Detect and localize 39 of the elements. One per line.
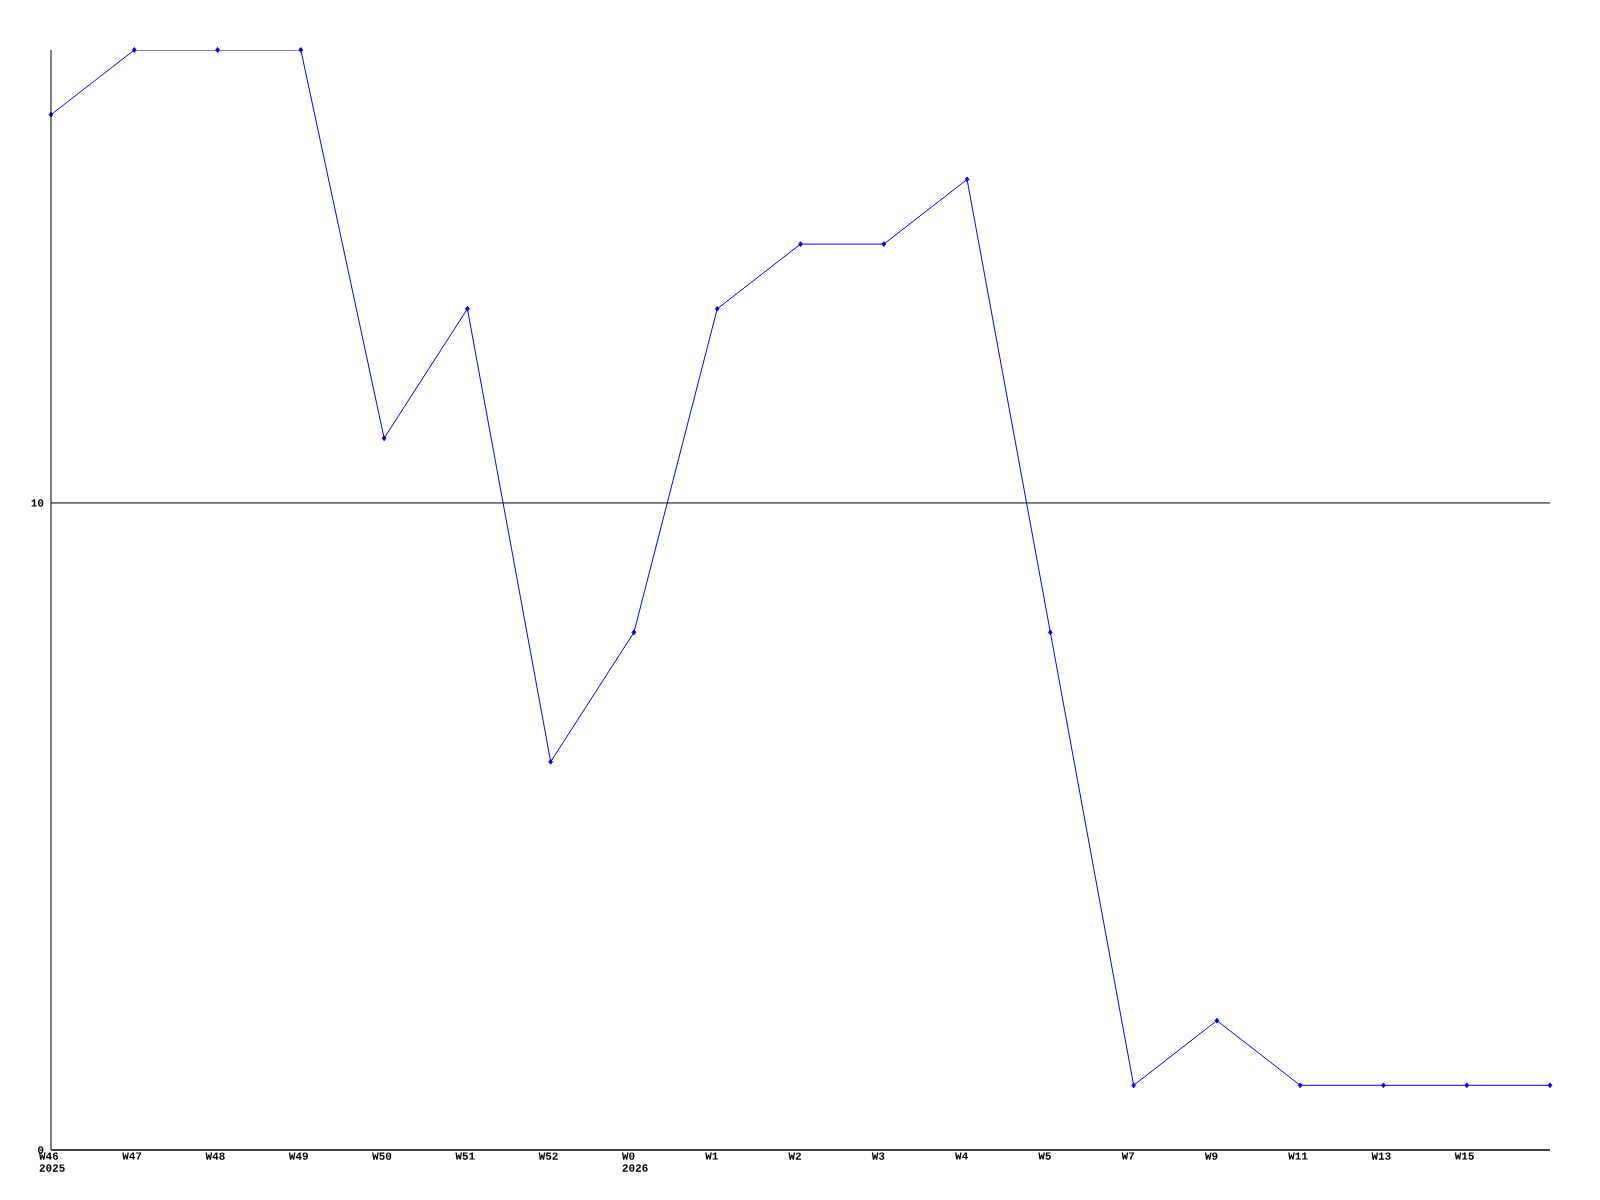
x-tick-label: W50 <box>372 1152 392 1160</box>
point <box>1464 1082 1470 1089</box>
point <box>48 111 54 118</box>
x-tick-label: W49 <box>288 1152 308 1160</box>
point <box>465 305 470 312</box>
x-tick-label: W47 <box>122 1152 142 1160</box>
x-tick-label: W5 <box>1038 1152 1051 1160</box>
x-tick-label: W13 <box>1371 1152 1391 1160</box>
x-tick-label: W7 <box>1121 1152 1135 1160</box>
x-tick-label: W4 <box>955 1152 968 1160</box>
x-tick-label: W15 <box>1454 1152 1474 1160</box>
point <box>1297 1082 1303 1089</box>
point <box>881 241 887 248</box>
x-tick-label: W51 <box>455 1152 475 1160</box>
point <box>631 629 637 636</box>
y-tick-label: 0 <box>38 1146 44 1154</box>
x-tick-label: W52 <box>538 1152 558 1160</box>
x-tick-label: W3 <box>871 1152 885 1160</box>
x-tick-label: W0 2026 <box>621 1152 648 1172</box>
point <box>964 176 970 183</box>
point <box>131 47 137 53</box>
point <box>1214 1017 1220 1024</box>
point <box>381 435 387 442</box>
x-tick-label: W46 2025 <box>39 1152 65 1172</box>
x-tick-label: W1 <box>705 1152 718 1160</box>
point <box>215 47 220 53</box>
point <box>798 241 803 248</box>
point <box>1131 1082 1136 1089</box>
point <box>548 758 553 765</box>
point <box>1547 1082 1553 1089</box>
point <box>298 47 304 53</box>
x-tick-label: W11 <box>1288 1152 1308 1160</box>
point <box>714 305 720 312</box>
x-tick-label: W2 <box>788 1152 802 1160</box>
point <box>1048 629 1053 636</box>
point <box>1381 1082 1386 1089</box>
x-tick-label: W48 <box>205 1152 225 1160</box>
x-tick-label: W9 <box>1204 1152 1218 1160</box>
y-tick-label: 10 <box>31 499 44 507</box>
